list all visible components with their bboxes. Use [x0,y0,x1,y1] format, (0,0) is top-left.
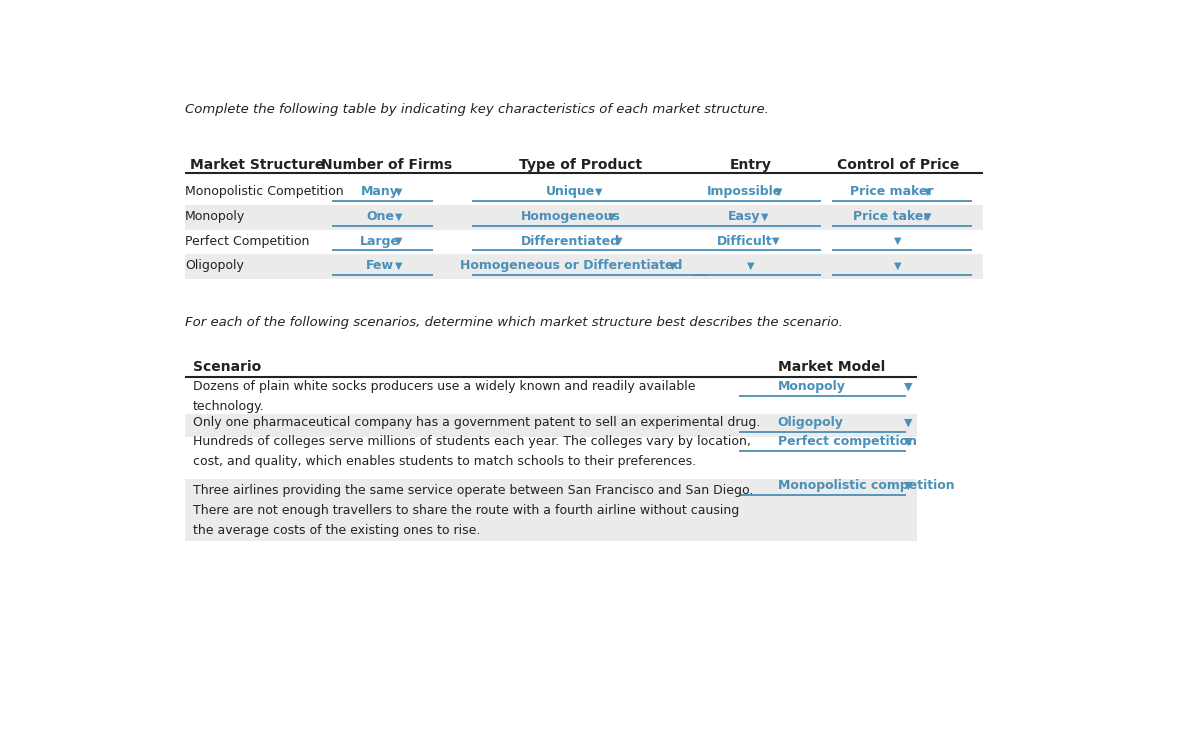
Text: Entry: Entry [730,158,772,172]
Text: Homogeneous or Differentiated: Homogeneous or Differentiated [460,260,682,272]
Text: Scenario: Scenario [193,360,260,374]
Text: ▼: ▼ [746,261,755,271]
Text: Oligopoly: Oligopoly [778,416,844,430]
Text: ▼: ▼ [595,187,602,197]
Text: Monopoly: Monopoly [778,380,846,393]
Text: ▼: ▼ [894,236,901,246]
Bar [185,414,917,437]
Text: Perfect Competition: Perfect Competition [185,235,310,248]
Text: technology.: technology. [193,401,264,413]
Text: ▼: ▼ [904,480,912,490]
Text: ▼: ▼ [395,236,402,246]
Text: Oligopoly: Oligopoly [185,260,244,272]
Text: Monopolistic competition: Monopolistic competition [778,479,954,492]
Text: ▼: ▼ [761,212,768,222]
Bar [185,254,983,279]
Text: Monopoly: Monopoly [185,210,245,223]
Text: Market Structure: Market Structure [190,158,324,172]
Text: One: One [366,210,394,223]
Text: Perfect competition: Perfect competition [778,435,917,448]
Text: ▼: ▼ [607,212,616,222]
Text: Price taker: Price taker [853,210,930,223]
Text: Monopolistic Competition: Monopolistic Competition [185,186,343,198]
Text: Hundreds of colleges serve millions of students each year. The colleges vary by : Hundreds of colleges serve millions of s… [193,435,750,448]
Text: the average costs of the existing ones to rise.: the average costs of the existing ones t… [193,524,480,537]
Text: ▼: ▼ [395,212,402,222]
Text: ▼: ▼ [904,418,912,428]
Text: ▼: ▼ [904,436,912,446]
Text: Few: Few [366,260,394,272]
Text: There are not enough travellers to share the route with a fourth airline without: There are not enough travellers to share… [193,504,739,517]
Text: Complete the following table by indicating key characteristics of each market st: Complete the following table by indicati… [185,103,769,116]
Text: Large: Large [360,235,400,248]
Text: Market Model: Market Model [778,360,886,374]
Text: Type of Product: Type of Product [518,158,642,172]
Text: Three airlines providing the same service operate between San Francisco and San : Three airlines providing the same servic… [193,484,754,497]
Text: ▼: ▼ [924,212,932,222]
Text: Differentiated: Differentiated [521,235,620,248]
Text: ▼: ▼ [773,236,780,246]
Text: Dozens of plain white socks producers use a widely known and readily available: Dozens of plain white socks producers us… [193,380,695,393]
Text: Many: Many [361,186,400,198]
Text: ▼: ▼ [894,261,901,271]
Text: For each of the following scenarios, determine which market structure best descr: For each of the following scenarios, det… [185,316,842,329]
Text: Only one pharmaceutical company has a government patent to sell an experimental : Only one pharmaceutical company has a go… [193,416,760,430]
Text: ▼: ▼ [614,236,623,246]
Text: ▼: ▼ [775,187,782,197]
Text: Difficult: Difficult [716,235,773,248]
Text: ▼: ▼ [395,261,402,271]
Text: Number of Firms: Number of Firms [320,158,452,172]
Bar [185,479,917,541]
Text: Unique: Unique [546,186,595,198]
Text: Homogeneous: Homogeneous [521,210,620,223]
Bar [185,205,983,230]
Text: cost, and quality, which enables students to match schools to their preferences.: cost, and quality, which enables student… [193,455,696,468]
Text: ▼: ▼ [395,187,402,197]
Text: ▼: ▼ [924,187,932,197]
Text: ▼: ▼ [670,261,677,271]
Text: Easy: Easy [728,210,761,223]
Text: Control of Price: Control of Price [836,158,959,172]
Text: ▼: ▼ [904,382,912,392]
Text: Price maker: Price maker [850,186,934,198]
Text: Impossible: Impossible [707,186,782,198]
